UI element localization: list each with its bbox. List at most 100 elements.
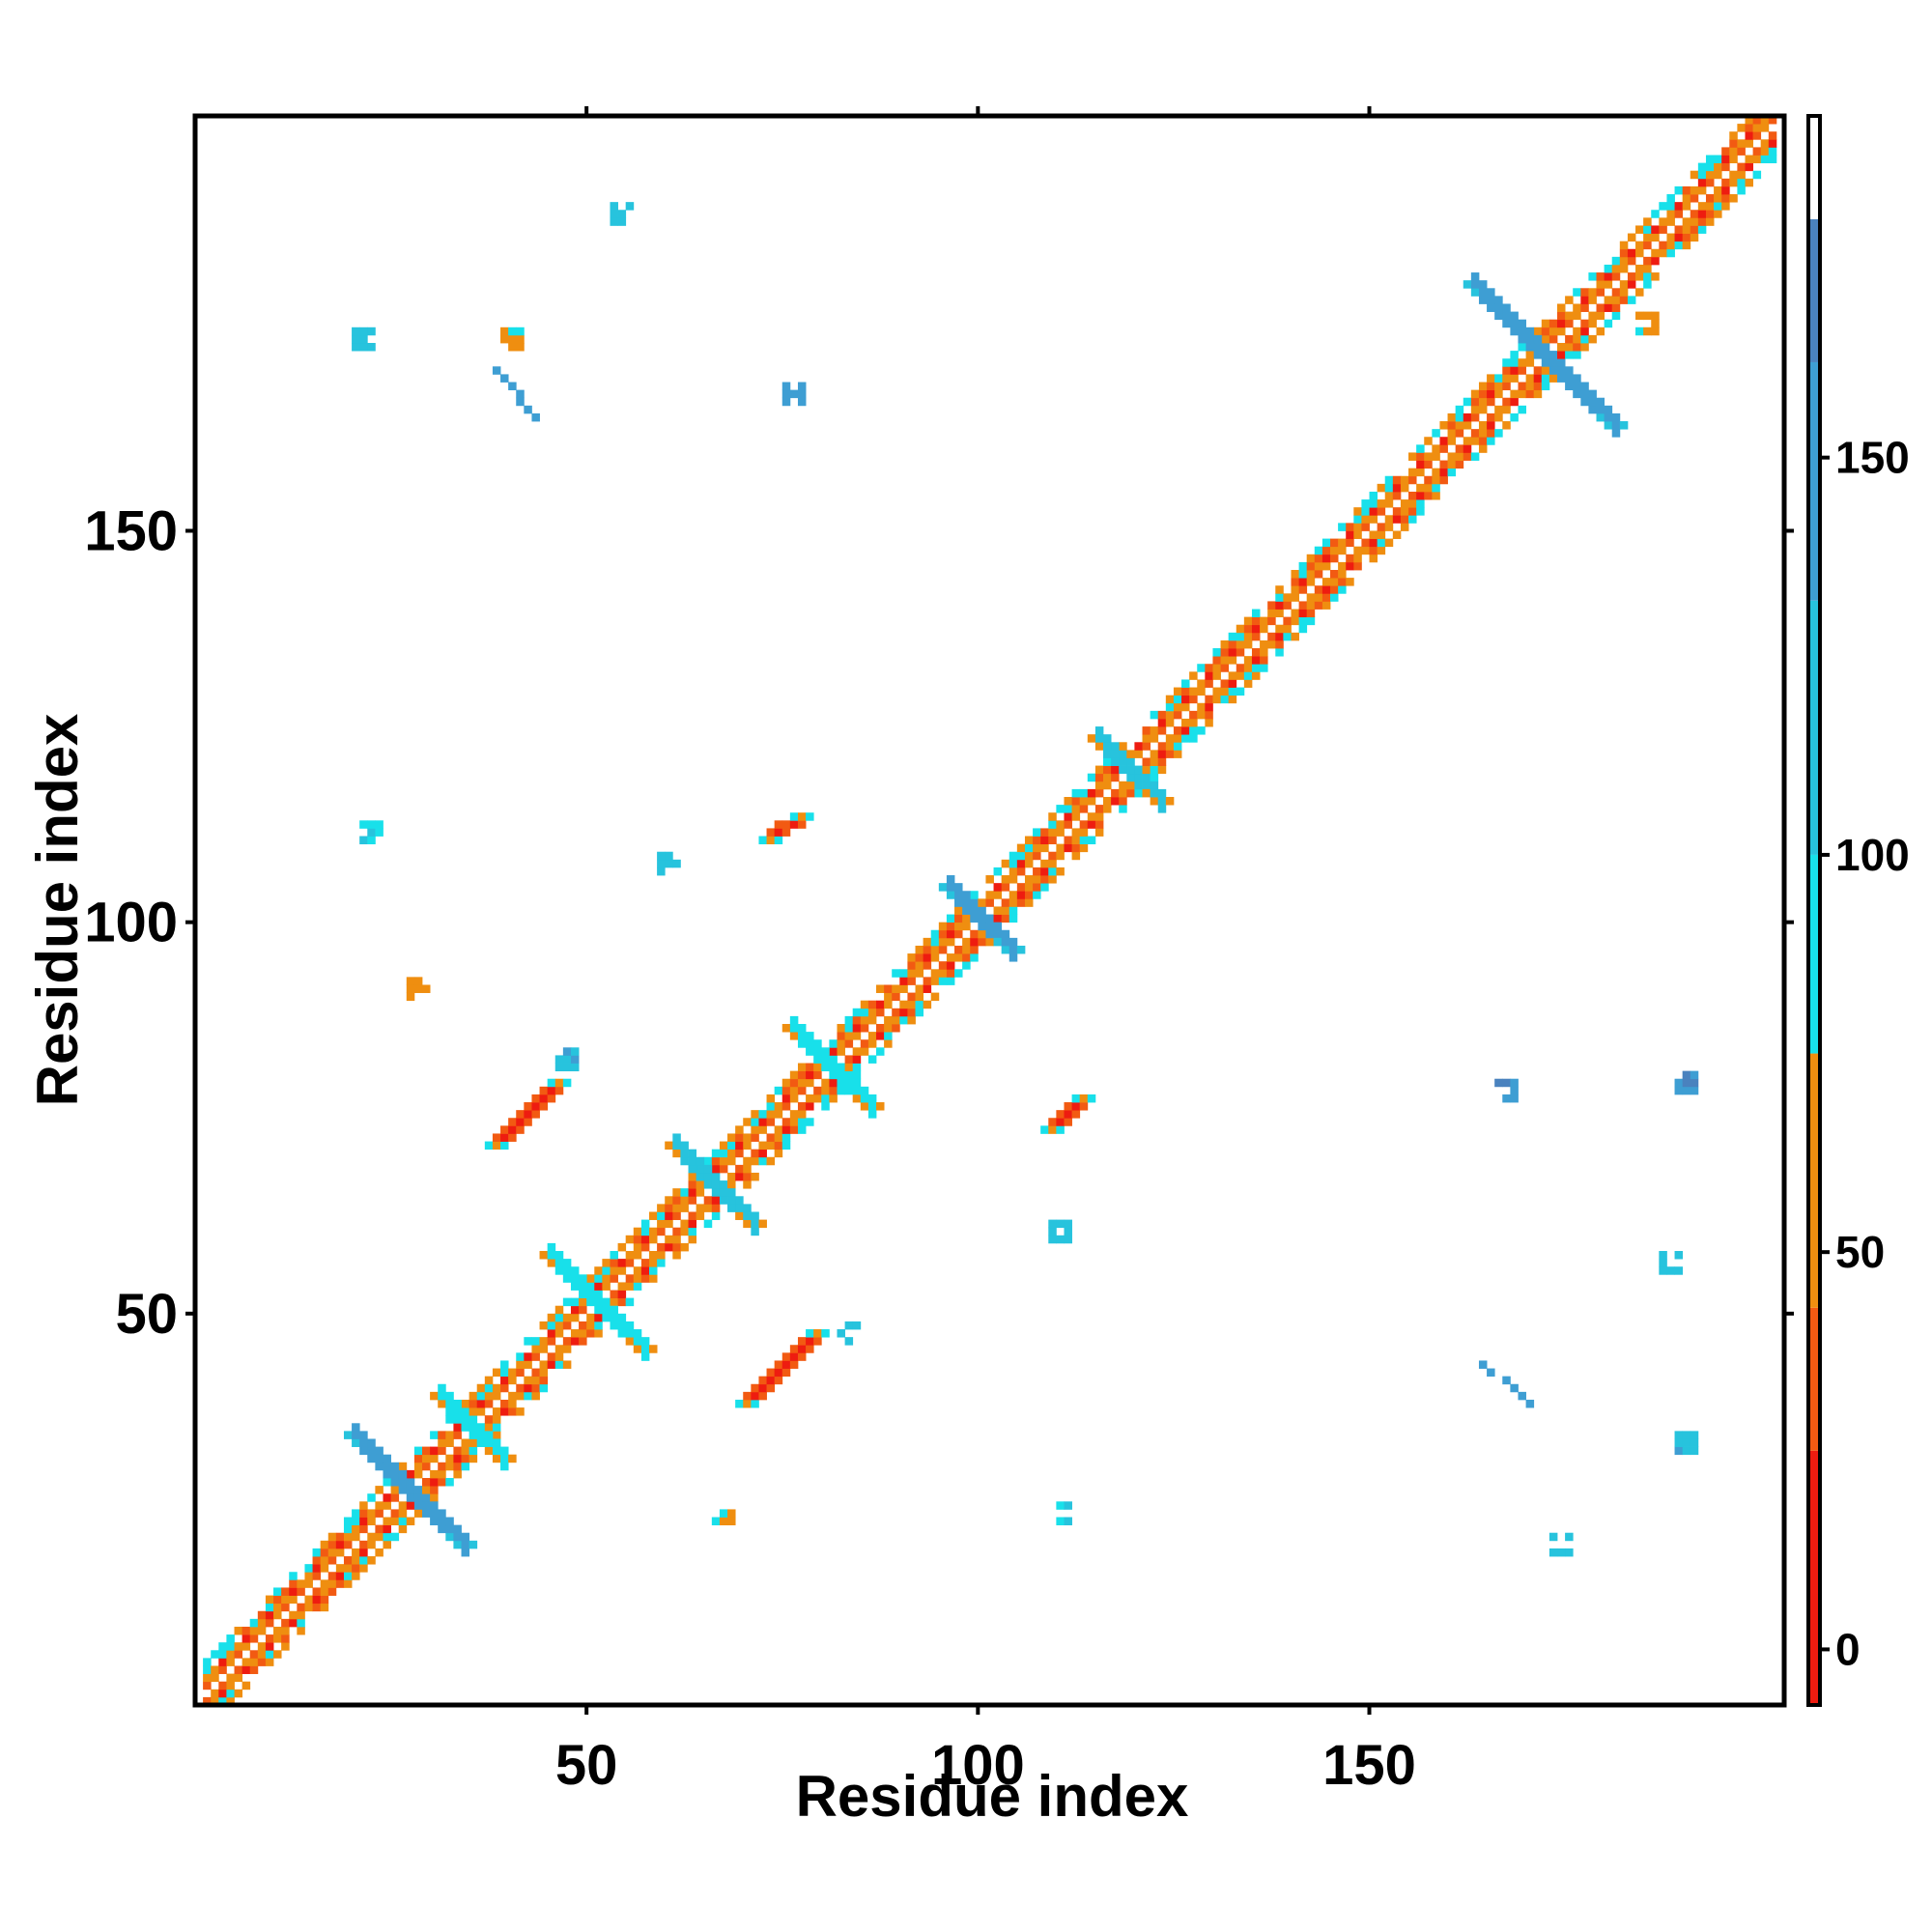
heatmap-cell: [789, 1360, 799, 1369]
heatmap-cell: [1745, 155, 1753, 164]
heatmap-cell: [445, 1438, 454, 1447]
heatmap-cell: [461, 1462, 470, 1471]
heatmap-cell: [1697, 185, 1707, 195]
heatmap-cell: [1502, 303, 1511, 312]
heatmap-cell: [1494, 311, 1503, 321]
heatmap-cell: [688, 1235, 697, 1244]
heatmap-cell: [781, 1078, 791, 1088]
heatmap-cell: [1643, 225, 1652, 234]
heatmap-cell: [688, 1219, 697, 1229]
heatmap-cell: [766, 1110, 776, 1119]
heatmap-cell: [860, 1086, 869, 1095]
heatmap-cell: [1721, 194, 1730, 203]
heatmap-cell: [1573, 343, 1581, 352]
heatmap-cell: [1001, 929, 1010, 939]
heatmap-cell: [1487, 288, 1495, 297]
heatmap-cell: [657, 867, 666, 876]
heatmap-cell: [743, 1118, 752, 1126]
heatmap-cell: [1580, 288, 1589, 297]
heatmap-cell: [672, 1196, 681, 1205]
heatmap-cell: [1056, 1501, 1065, 1510]
heatmap-cell: [1228, 679, 1237, 688]
heatmap-cell: [554, 1321, 564, 1330]
heatmap-cell: [1510, 351, 1519, 359]
heatmap-cell: [1016, 867, 1026, 876]
heatmap-cell: [1400, 515, 1409, 524]
heatmap-cell: [1745, 139, 1753, 148]
heatmap-cell: [703, 1204, 713, 1212]
heatmap-cell: [1377, 523, 1386, 531]
heatmap-cell: [438, 1431, 446, 1439]
heatmap-cell: [774, 1102, 783, 1111]
heatmap-cell: [774, 1376, 783, 1385]
heatmap-cell: [1064, 843, 1072, 853]
heatmap-cell: [445, 1532, 454, 1542]
heatmap-cell: [1094, 805, 1104, 813]
heatmap-cell: [993, 906, 1003, 915]
heatmap-cell: [390, 1478, 400, 1487]
heatmap-cell: [1064, 1227, 1072, 1236]
heatmap-cell: [438, 1399, 446, 1408]
heatmap-cell: [586, 1290, 595, 1299]
heatmap-cell: [711, 1172, 721, 1181]
heatmap-cell: [829, 1086, 838, 1095]
heatmap-cell: [1541, 382, 1550, 391]
heatmap-cell: [476, 1391, 486, 1401]
heatmap-cell: [1455, 444, 1464, 453]
heatmap-cell: [1447, 460, 1457, 469]
heatmap-cell: [1298, 609, 1308, 618]
heatmap-cell: [1150, 765, 1159, 775]
heatmap-cell: [320, 1548, 329, 1557]
heatmap-cell: [383, 1478, 391, 1487]
heatmap-cell: [930, 953, 940, 962]
heatmap-cell: [461, 1407, 470, 1416]
heatmap-cell: [406, 1478, 415, 1487]
heatmap-cell: [1619, 241, 1629, 250]
heatmap-cell: [867, 1055, 877, 1064]
heatmap-cell: [1220, 695, 1230, 704]
heatmap-cell: [1165, 742, 1175, 751]
heatmap-cell: [766, 1102, 776, 1111]
heatmap-cell: [438, 1438, 446, 1447]
heatmap-cell: [789, 1078, 799, 1088]
heatmap-cell: [617, 1321, 627, 1330]
heatmap-cell: [1643, 311, 1652, 321]
heatmap-cell: [1064, 1501, 1072, 1510]
heatmap-cell: [1580, 327, 1589, 336]
heatmap-cell: [719, 1196, 728, 1205]
heatmap-cell: [797, 1337, 807, 1346]
heatmap-cell: [946, 953, 955, 962]
heatmap-cell: [453, 1446, 462, 1456]
heatmap-cell: [633, 1274, 642, 1283]
heatmap-cell: [751, 1399, 759, 1408]
heatmap-cell: [1400, 499, 1409, 508]
heatmap-cell: [1565, 1532, 1574, 1542]
heatmap-cell: [727, 1509, 736, 1518]
heatmap-cell: [281, 1587, 290, 1596]
heatmap-cell: [1745, 178, 1753, 187]
heatmap-cell: [469, 1454, 478, 1463]
heatmap-cell: [1690, 1431, 1699, 1439]
heatmap-cell: [1573, 351, 1581, 359]
heatmap-cell: [1651, 311, 1660, 321]
heatmap-cell: [453, 1415, 462, 1424]
heatmap-cell: [1478, 429, 1488, 438]
heatmap-cell: [1690, 1438, 1699, 1447]
heatmap-cell: [1697, 217, 1707, 226]
heatmap-cell: [484, 1415, 494, 1424]
heatmap-cell: [1487, 382, 1495, 391]
heatmap-cell: [539, 1321, 549, 1330]
heatmap-cell: [1157, 805, 1167, 813]
heatmap-cell: [719, 1164, 728, 1174]
heatmap-cell: [711, 1188, 721, 1197]
heatmap-cell: [1682, 1078, 1691, 1088]
heatmap-cell: [1056, 1219, 1065, 1229]
heatmap-cell: [915, 992, 924, 1002]
heatmap-cell: [1533, 389, 1543, 399]
heatmap-cell: [1635, 225, 1644, 234]
heatmap-cell: [1674, 241, 1684, 250]
heatmap-cell: [1056, 1110, 1065, 1119]
heatmap-cell: [1705, 155, 1715, 164]
heatmap-cell: [1619, 288, 1629, 297]
heatmap-cell: [1079, 843, 1089, 853]
